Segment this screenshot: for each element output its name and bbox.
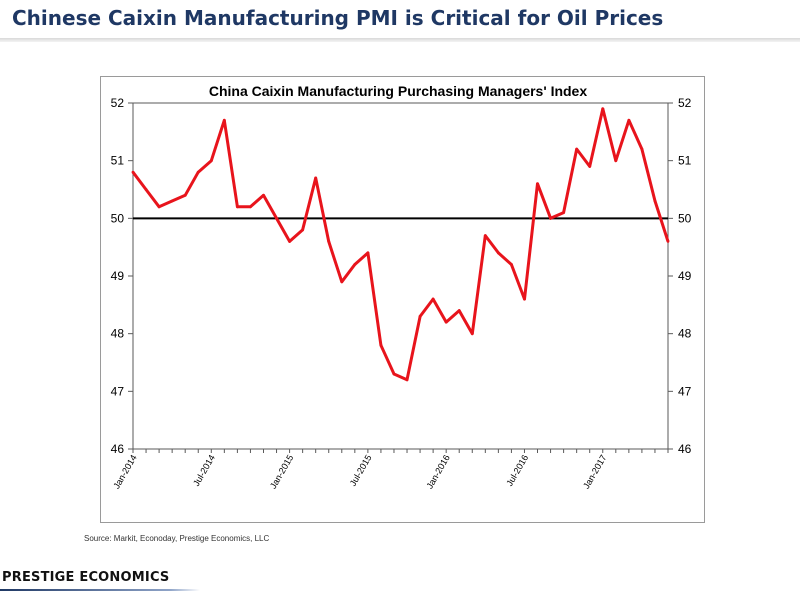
y-tick-label-left: 51 — [111, 154, 125, 168]
brand-underline — [0, 589, 200, 591]
data-point — [327, 240, 331, 243]
data-point — [483, 234, 487, 238]
data-point — [196, 170, 200, 174]
x-tick-label: Jul-2014 — [191, 453, 217, 488]
x-axis: Jan-2014 Jul-2014 Jan-2015 Jul-2015 Jan-2016… — [111, 449, 669, 491]
y-tick-label-left: 48 — [111, 327, 125, 341]
chart-title: China Caixin Manufacturing Purchasing Ma… — [209, 83, 588, 99]
y-tick-label-right: 47 — [678, 384, 692, 398]
series-line-caixin-pmi — [131, 107, 670, 382]
brand-logo-text: PRESTIGE ECONOMICS — [2, 570, 170, 585]
data-point — [366, 251, 370, 255]
data-point — [249, 205, 252, 209]
right-y-axis: 46 47 48 49 50 51 52 — [668, 96, 692, 456]
data-point — [614, 159, 618, 163]
data-point — [496, 251, 500, 255]
data-point — [575, 147, 579, 151]
y-tick-label-right: 51 — [678, 154, 692, 168]
data-point — [523, 297, 526, 301]
y-tick-label-right: 50 — [678, 211, 692, 225]
y-tick-label-left: 47 — [111, 384, 125, 398]
y-tick-label-left: 52 — [111, 96, 125, 110]
x-tick-label: Jul-2016 — [504, 453, 530, 488]
data-point — [157, 205, 161, 209]
data-point — [353, 263, 357, 266]
data-point — [222, 118, 226, 122]
data-point — [379, 343, 383, 347]
data-point — [301, 228, 305, 232]
data-point — [588, 165, 592, 168]
data-point — [209, 159, 213, 163]
data-point — [627, 118, 631, 122]
data-point — [640, 147, 644, 151]
data-point — [288, 240, 291, 243]
data-point — [562, 211, 566, 214]
data-point — [392, 372, 396, 376]
data-point — [431, 297, 435, 301]
y-tick-label-right: 46 — [678, 442, 692, 456]
data-point — [418, 314, 422, 318]
y-tick-label-left: 50 — [111, 211, 125, 225]
slide-title: Chinese Caixin Manufacturing PMI is Crit… — [12, 6, 664, 30]
source-note: Source: Markit, Econoday, Prestige Econo… — [84, 534, 270, 543]
data-point — [170, 199, 174, 203]
data-point — [470, 332, 474, 336]
x-tick-label: Jan-2016 — [424, 453, 451, 491]
data-point — [653, 199, 657, 203]
data-points — [131, 107, 670, 382]
data-point — [314, 176, 318, 180]
data-point — [444, 320, 448, 324]
data-point — [510, 263, 513, 266]
data-point — [144, 188, 148, 191]
x-tick-label: Jan-2015 — [268, 453, 295, 491]
x-tick-label: Jan-2014 — [111, 453, 138, 491]
data-point — [405, 378, 409, 382]
y-tick-label-left: 49 — [111, 269, 125, 283]
data-point — [340, 280, 344, 284]
y-tick-label-right: 49 — [678, 269, 692, 283]
y-tick-label-right: 48 — [678, 327, 692, 341]
data-point — [549, 216, 552, 220]
data-point — [536, 182, 539, 186]
y-tick-label-right: 52 — [678, 96, 692, 110]
data-point — [262, 193, 265, 197]
y-tick-label-left: 46 — [111, 442, 125, 456]
data-point — [275, 216, 278, 220]
data-point — [235, 205, 239, 209]
x-tick-label: Jul-2015 — [348, 453, 374, 488]
title-divider — [0, 38, 800, 42]
data-point — [601, 107, 605, 111]
x-tick-label: Jan-2017 — [581, 453, 608, 491]
data-point — [183, 193, 187, 197]
data-point — [457, 309, 461, 312]
data-point — [131, 170, 135, 174]
data-point — [666, 240, 670, 243]
left-y-axis: 46 47 48 49 50 51 52 — [111, 96, 133, 456]
